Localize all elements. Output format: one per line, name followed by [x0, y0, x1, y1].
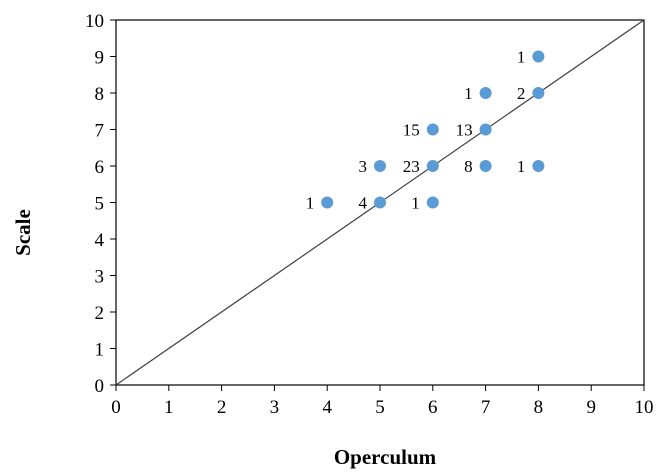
point-count-label: 4	[359, 194, 368, 213]
data-points	[321, 50, 545, 209]
y-tick-label: 4	[95, 230, 105, 251]
x-tick-label: 9	[586, 397, 596, 418]
point-count-label: 2	[517, 84, 526, 103]
data-point	[479, 123, 492, 136]
point-count-label: 8	[464, 157, 473, 176]
data-point	[479, 87, 492, 99]
point-count-label: 15	[403, 121, 420, 140]
x-tick-label: 7	[481, 397, 491, 418]
x-tick-label: 6	[428, 397, 438, 418]
x-tick-label: 3	[270, 397, 280, 418]
point-count-labels: 1 4 13 23 8 115 131 21	[306, 48, 526, 213]
y-tick-label: 2	[95, 303, 105, 324]
data-point	[426, 123, 439, 136]
y-tick-label: 5	[95, 194, 105, 215]
y-tick-label: 10	[85, 11, 104, 32]
x-axis-title: Operculum	[334, 445, 437, 469]
y-tick-label: 8	[95, 84, 105, 105]
point-count-label: 3	[359, 157, 368, 176]
y-axis-title: Scale	[11, 209, 35, 256]
x-tick-label: 8	[534, 397, 544, 418]
data-point	[374, 196, 386, 209]
point-count-label: 1	[306, 194, 315, 213]
point-count-label: 1	[411, 194, 420, 213]
point-count-label: 1	[517, 157, 526, 176]
data-point	[532, 50, 545, 63]
x-tick-label: 4	[322, 397, 332, 418]
point-count-label: 23	[403, 157, 420, 176]
data-point	[532, 160, 545, 172]
data-point	[426, 160, 439, 172]
y-tick-label: 3	[95, 267, 105, 288]
y-tick-label: 9	[95, 48, 105, 69]
point-count-label: 1	[464, 84, 473, 103]
y-axis-ticks: 0 1 2 3 4 5 6 7 8 9 10	[85, 11, 116, 397]
x-axis-ticks: 0 1 2 3 4 5 6 7 8 9 10	[111, 385, 654, 418]
x-tick-label: 1	[164, 397, 174, 418]
data-point	[479, 160, 492, 172]
x-tick-label: 2	[217, 397, 227, 418]
data-point	[321, 196, 334, 209]
data-point	[426, 196, 439, 209]
data-point	[374, 160, 386, 172]
data-point	[532, 87, 545, 99]
point-count-label: 1	[517, 48, 526, 67]
y-tick-label: 7	[95, 121, 105, 142]
y-tick-label: 6	[95, 157, 105, 178]
x-tick-label: 0	[111, 397, 121, 418]
x-tick-label: 10	[635, 397, 654, 418]
y-tick-label: 1	[95, 340, 105, 361]
y-tick-label: 0	[95, 376, 105, 397]
x-tick-label: 5	[375, 397, 385, 418]
point-count-label: 13	[456, 121, 473, 140]
